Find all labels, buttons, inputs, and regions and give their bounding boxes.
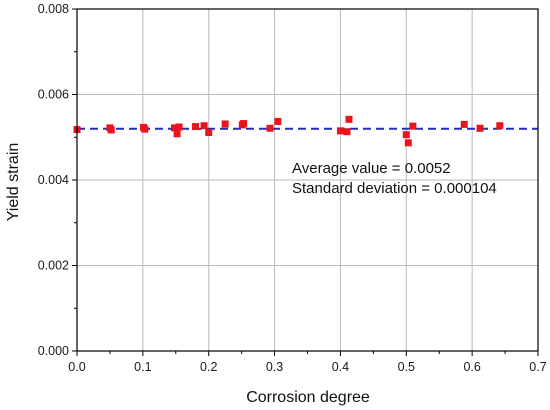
x-tick-label: 0.2 — [200, 360, 217, 374]
data-point — [343, 128, 351, 136]
data-point — [345, 115, 353, 123]
y-tick-label: 0.002 — [38, 259, 69, 273]
data-point — [221, 120, 229, 128]
x-tick-label: 0.6 — [463, 360, 480, 374]
grid — [77, 9, 538, 351]
y-tick-label: 0.006 — [38, 88, 69, 102]
data-point — [205, 129, 213, 137]
data-point — [175, 123, 183, 131]
annotation-average: Average value = 0.0052 — [292, 160, 451, 177]
data-point — [200, 122, 208, 130]
data-point — [173, 130, 181, 138]
x-tick-label: 0.3 — [266, 360, 283, 374]
data-point — [404, 139, 412, 147]
data-point — [402, 131, 410, 139]
x-axis-title: Corrosion degree — [246, 389, 370, 406]
y-tick-label: 0.000 — [38, 344, 69, 358]
data-point — [240, 120, 248, 128]
data-point — [460, 120, 468, 128]
x-tick-label: 0.7 — [529, 360, 546, 374]
y-tick-label: 0.004 — [38, 173, 69, 187]
data-point — [476, 124, 484, 132]
data-point — [336, 127, 344, 135]
x-axis-ticks: 0.0 0.1 0.2 0.3 0.4 0.5 0.6 0.7 — [68, 351, 547, 374]
data-point — [107, 126, 115, 134]
data-point — [266, 124, 274, 132]
data-point — [192, 123, 200, 131]
data-point — [274, 117, 282, 125]
y-tick-label: 0.008 — [38, 2, 69, 16]
annotation-std-dev: Standard deviation = 0.000104 — [292, 180, 497, 197]
data-point — [496, 122, 504, 130]
x-tick-label: 0.4 — [332, 360, 349, 374]
x-tick-label: 0.1 — [134, 360, 151, 374]
data-point — [409, 122, 417, 130]
data-points — [73, 115, 504, 147]
data-point — [170, 124, 178, 132]
x-tick-label: 0.5 — [398, 360, 415, 374]
y-axis-title: Yield strain — [5, 143, 22, 222]
data-point — [141, 125, 149, 133]
x-tick-label: 0.0 — [68, 360, 85, 374]
y-axis-ticks: 0.000 0.002 0.004 0.006 0.008 — [38, 2, 77, 358]
